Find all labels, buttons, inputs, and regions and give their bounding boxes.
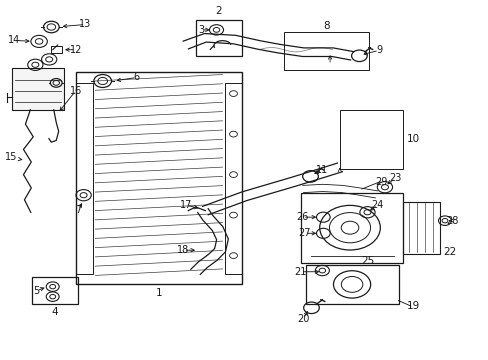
Text: 27: 27 (298, 228, 310, 238)
Text: 8: 8 (323, 21, 329, 31)
Text: 21: 21 (294, 267, 306, 277)
Text: 7: 7 (75, 204, 81, 215)
Text: 17: 17 (179, 200, 192, 210)
Text: 13: 13 (79, 19, 92, 30)
Text: 16: 16 (69, 86, 82, 96)
Text: 12: 12 (69, 45, 82, 55)
Text: 5: 5 (34, 286, 40, 296)
Text: 25: 25 (360, 256, 373, 266)
Text: 4: 4 (52, 307, 58, 317)
Bar (195, 20, 242, 56)
Text: 15: 15 (4, 152, 17, 162)
Text: 11: 11 (315, 165, 327, 175)
Bar (339, 110, 403, 169)
Bar (305, 265, 398, 304)
Text: 1: 1 (155, 288, 162, 298)
Text: 10: 10 (406, 135, 419, 144)
Bar (403, 202, 439, 254)
Text: 28: 28 (445, 216, 458, 226)
Bar (283, 32, 368, 70)
Text: 18: 18 (177, 245, 189, 255)
Text: 9: 9 (375, 45, 381, 55)
Text: 29: 29 (374, 177, 387, 187)
Bar (300, 193, 403, 263)
Bar (76, 72, 242, 284)
Text: 3: 3 (198, 25, 204, 35)
Text: 22: 22 (442, 247, 456, 257)
Text: 2: 2 (215, 6, 222, 16)
Bar (32, 277, 78, 304)
Bar (51, 46, 62, 53)
Text: 24: 24 (371, 200, 383, 210)
Bar (76, 83, 93, 274)
Text: 23: 23 (388, 173, 401, 183)
Text: 14: 14 (7, 35, 20, 45)
Text: 19: 19 (406, 301, 419, 311)
Text: 20: 20 (296, 314, 309, 324)
Text: 6: 6 (134, 72, 140, 82)
Text: 26: 26 (296, 212, 308, 222)
Bar (224, 83, 242, 274)
Bar (12, 68, 63, 110)
